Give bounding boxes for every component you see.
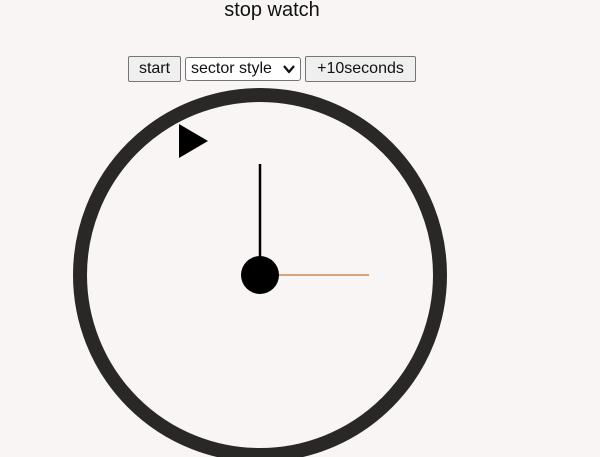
chevron-down-icon <box>283 65 295 74</box>
center-hub <box>241 256 279 294</box>
add-ten-seconds-button[interactable]: +10seconds <box>305 56 416 82</box>
play-triangle-icon <box>179 124 208 158</box>
page-title: stop watch <box>224 0 320 21</box>
controls-bar: start sector style +10seconds <box>128 56 416 82</box>
style-select-value: sector style <box>191 60 272 77</box>
start-button[interactable]: start <box>128 56 181 82</box>
style-select[interactable]: sector style <box>185 57 301 81</box>
